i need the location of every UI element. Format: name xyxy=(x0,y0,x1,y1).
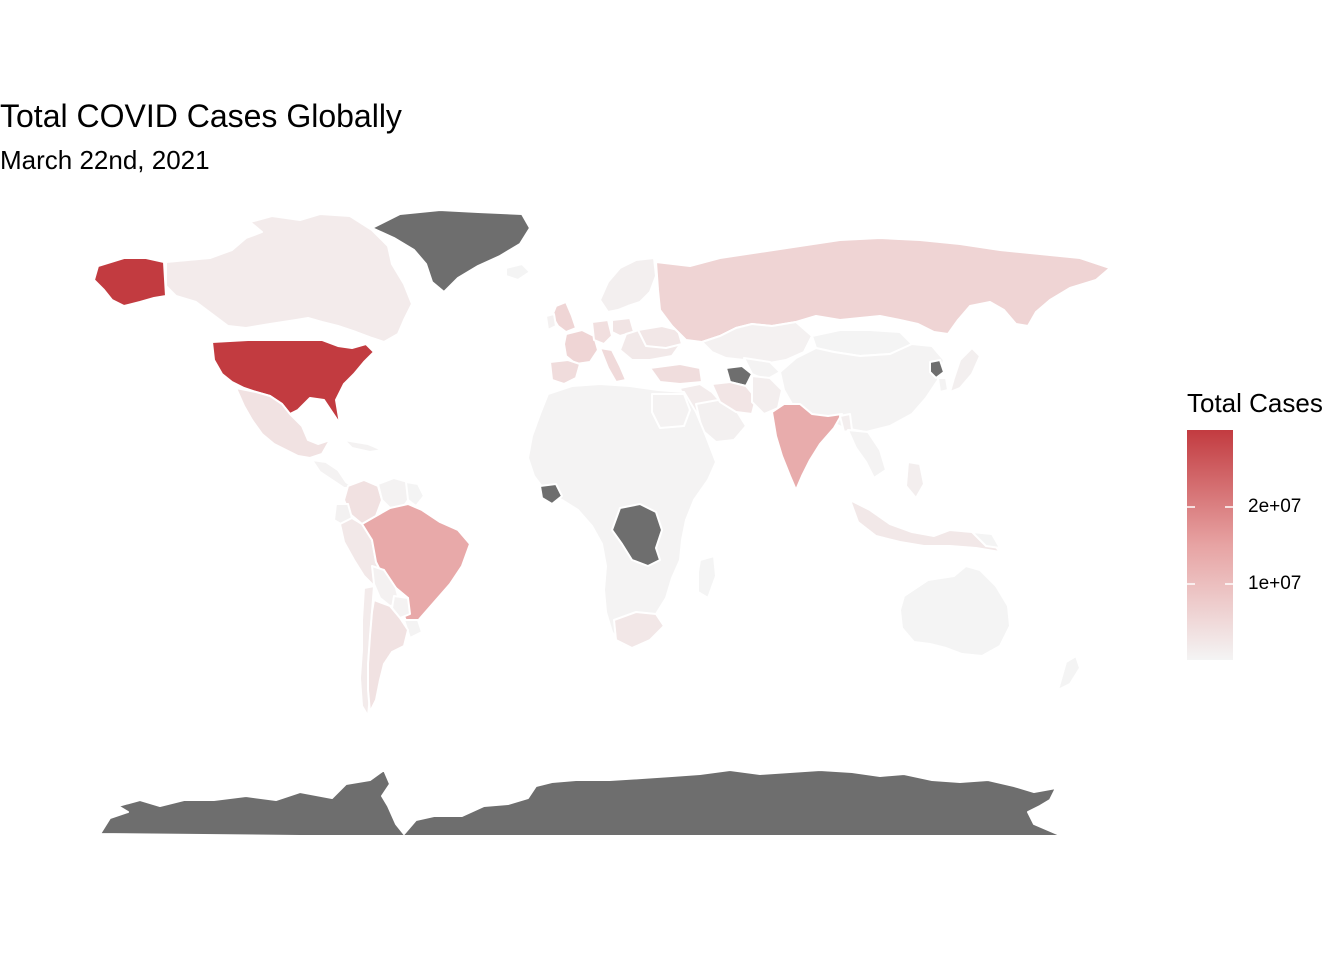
region-antarctica xyxy=(99,769,1063,837)
region-madagascar xyxy=(697,555,717,599)
region-caribbean xyxy=(343,439,383,453)
region-central-america xyxy=(311,459,355,489)
region-argentina xyxy=(367,599,409,713)
region-iceland xyxy=(505,263,531,281)
region-turkey xyxy=(649,363,703,385)
region-se-asia xyxy=(847,429,887,479)
region-india xyxy=(771,403,843,491)
region-south-africa xyxy=(613,611,665,649)
legend xyxy=(1187,430,1233,660)
region-uzbekistan xyxy=(743,357,781,381)
region-spain xyxy=(549,359,581,385)
region-mexico xyxy=(235,387,331,459)
region-liberia-sierra-leone xyxy=(539,483,563,505)
region-alaska xyxy=(93,257,167,307)
region-papua-new-guinea xyxy=(971,531,1001,549)
region-russia xyxy=(655,237,1111,343)
region-dem-rep-congo xyxy=(611,503,663,567)
region-italy xyxy=(599,347,627,383)
legend-label-2e7: 2e+07 xyxy=(1248,496,1302,517)
region-kazakhstan xyxy=(701,321,813,365)
region-new-zealand xyxy=(1057,655,1081,691)
region-france xyxy=(563,329,599,365)
region-germany xyxy=(591,319,613,345)
chart-title: Total COVID Cases Globally xyxy=(0,98,402,134)
region-iran xyxy=(711,381,757,415)
region-australia xyxy=(899,565,1011,657)
region-canada xyxy=(165,213,413,343)
chart-subtitle: March 22nd, 2021 xyxy=(0,145,210,175)
region-guianas xyxy=(405,481,425,507)
region-japan xyxy=(949,347,981,393)
region-egypt xyxy=(651,393,691,429)
region-united-states xyxy=(211,339,375,425)
region-philippines xyxy=(905,461,925,499)
region-scandinavia xyxy=(599,257,657,313)
region-turkmenistan xyxy=(725,365,753,387)
legend-label-1e7: 1e+07 xyxy=(1248,573,1302,594)
region-ukraine xyxy=(637,325,683,349)
region-south-korea xyxy=(937,377,949,393)
region-greenland xyxy=(371,209,531,293)
region-united-kingdom xyxy=(551,301,577,333)
region-north-korea xyxy=(929,359,945,379)
legend-colorbar xyxy=(1187,430,1233,660)
region-ireland xyxy=(545,313,557,331)
legend-title: Total Cases xyxy=(1187,388,1323,418)
region-indonesia xyxy=(849,499,1001,553)
